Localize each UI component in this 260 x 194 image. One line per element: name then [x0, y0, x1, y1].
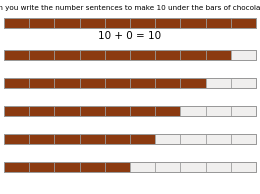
Bar	[4, 78, 256, 88]
Text: Can you write the number sentences to make 10 under the bars of chocolate?: Can you write the number sentences to ma…	[0, 5, 260, 11]
Bar	[80, 50, 105, 60]
Bar	[105, 106, 130, 116]
Bar	[29, 18, 54, 28]
Bar	[180, 18, 206, 28]
Bar	[54, 162, 80, 172]
Bar	[80, 106, 105, 116]
Bar	[54, 50, 80, 60]
Bar	[105, 78, 130, 88]
Bar	[130, 134, 155, 144]
Bar	[54, 78, 80, 88]
Bar	[105, 162, 130, 172]
Text: 10 + 0 = 10: 10 + 0 = 10	[99, 31, 161, 41]
Bar	[80, 18, 105, 28]
Bar	[130, 106, 155, 116]
Bar	[4, 162, 256, 172]
Bar	[130, 78, 155, 88]
Bar	[130, 162, 155, 172]
Bar	[155, 106, 180, 116]
Bar	[80, 162, 105, 172]
Bar	[206, 134, 231, 144]
Bar	[4, 134, 29, 144]
Bar	[105, 134, 130, 144]
Bar	[105, 50, 130, 60]
Bar	[180, 134, 206, 144]
Bar	[155, 78, 180, 88]
Bar	[180, 50, 206, 60]
Bar	[29, 50, 54, 60]
Bar	[54, 106, 80, 116]
Bar	[231, 162, 256, 172]
Bar	[29, 162, 54, 172]
Bar	[105, 18, 130, 28]
Bar	[206, 106, 231, 116]
Bar	[80, 134, 105, 144]
Bar	[4, 18, 29, 28]
Bar	[155, 50, 180, 60]
Bar	[4, 50, 256, 60]
Bar	[231, 50, 256, 60]
Bar	[206, 78, 231, 88]
Bar	[180, 106, 206, 116]
Bar	[4, 162, 29, 172]
Bar	[4, 78, 29, 88]
Bar	[54, 134, 80, 144]
Bar	[29, 106, 54, 116]
Bar	[4, 50, 29, 60]
Bar	[231, 106, 256, 116]
Bar	[29, 78, 54, 88]
Bar	[4, 18, 256, 28]
Bar	[155, 162, 180, 172]
Bar	[29, 134, 54, 144]
Bar	[130, 18, 155, 28]
Bar	[231, 18, 256, 28]
Bar	[180, 78, 206, 88]
Bar	[206, 50, 231, 60]
Bar	[54, 18, 80, 28]
Bar	[206, 162, 231, 172]
Bar	[180, 162, 206, 172]
Bar	[155, 18, 180, 28]
Bar	[4, 106, 29, 116]
Bar	[231, 78, 256, 88]
Bar	[206, 18, 231, 28]
Bar	[130, 50, 155, 60]
Bar	[4, 106, 256, 116]
Bar	[4, 134, 256, 144]
Bar	[231, 134, 256, 144]
Bar	[155, 134, 180, 144]
Bar	[80, 78, 105, 88]
